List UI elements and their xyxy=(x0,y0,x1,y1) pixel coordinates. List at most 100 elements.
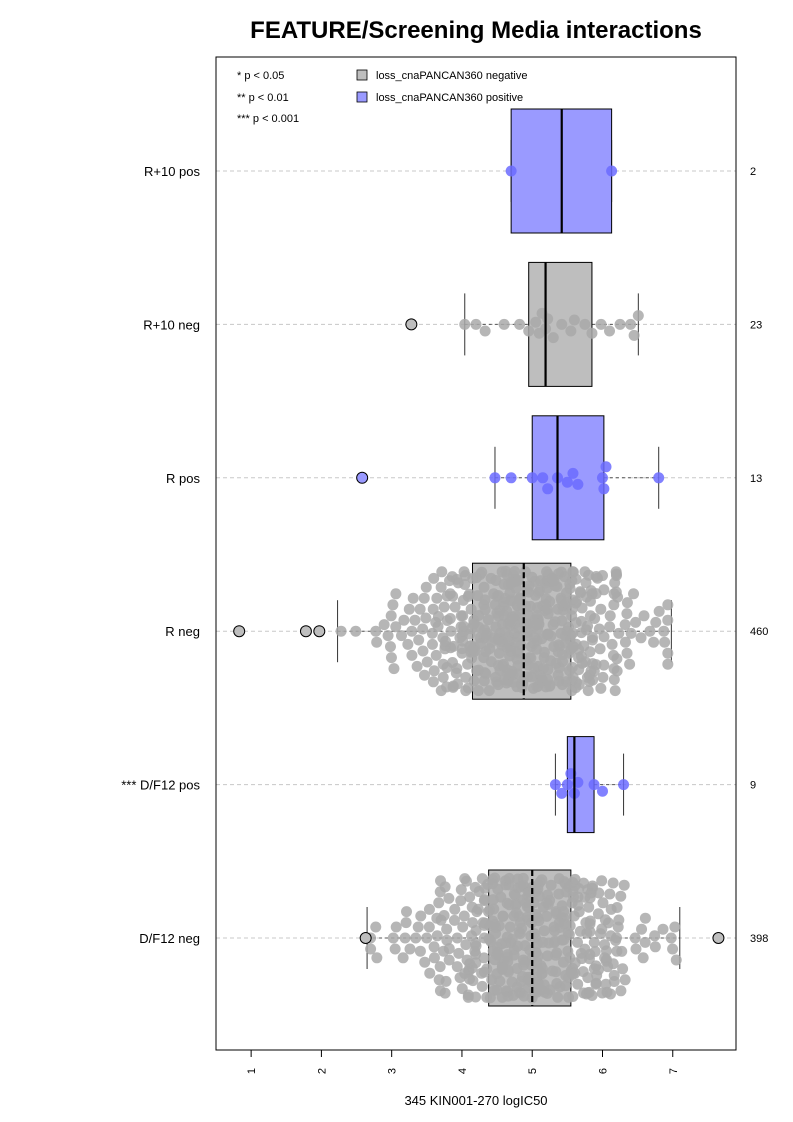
data-point-4-1 xyxy=(556,787,568,799)
data-point-5-249 xyxy=(542,950,554,962)
data-point-5-24 xyxy=(431,930,443,942)
data-point-5-361 xyxy=(600,945,612,957)
data-point-5-237 xyxy=(536,874,548,886)
data-point-5-374 xyxy=(611,932,623,944)
data-point-3-434 xyxy=(610,570,622,582)
outlier-3-0 xyxy=(233,625,246,638)
data-point-3-421 xyxy=(604,621,616,633)
data-point-5-5 xyxy=(389,943,401,955)
data-point-5-386 xyxy=(630,943,642,955)
data-point-3-58 xyxy=(444,612,456,624)
data-point-3-301 xyxy=(542,608,554,620)
data-point-5-390 xyxy=(639,912,651,924)
data-point-3-453 xyxy=(653,605,665,617)
data-point-3-361 xyxy=(567,627,579,639)
box-layer xyxy=(337,108,681,1007)
data-point-5-365 xyxy=(604,888,616,900)
data-point-5-124 xyxy=(494,975,506,987)
data-point-5-383 xyxy=(618,879,630,891)
data-point-0-0 xyxy=(505,165,517,177)
legend-label-positive: loss_cnaPANCAN360 positive xyxy=(376,92,523,104)
count-label-1: 23 xyxy=(750,319,762,331)
data-point-4-8 xyxy=(618,779,630,791)
data-point-3-447 xyxy=(630,616,642,628)
data-point-2-9 xyxy=(596,472,608,484)
data-point-3-249 xyxy=(525,652,537,664)
data-point-3-318 xyxy=(551,580,563,592)
data-point-3-80 xyxy=(457,610,469,622)
data-point-5-266 xyxy=(552,991,564,1003)
data-point-2-3 xyxy=(537,472,549,484)
data-point-2-4 xyxy=(542,483,554,495)
data-point-5-388 xyxy=(637,952,649,964)
data-point-5-393 xyxy=(657,923,669,935)
data-point-1-2 xyxy=(479,325,491,337)
data-point-1-10 xyxy=(542,313,554,325)
significance-legend: * p < 0.05 ** p < 0.01 *** p < 0.001 xyxy=(237,70,299,125)
data-point-3-391 xyxy=(582,620,594,632)
data-point-2-0 xyxy=(489,472,501,484)
data-point-3-34 xyxy=(427,676,439,688)
x-tick-label-4: 5 xyxy=(527,1068,539,1074)
data-point-5-10 xyxy=(401,906,413,918)
data-point-3-13 xyxy=(395,630,407,642)
data-point-3-219 xyxy=(512,660,524,672)
data-point-3-443 xyxy=(621,597,633,609)
data-point-3-392 xyxy=(582,685,594,697)
data-point-5-152 xyxy=(504,921,516,933)
data-point-3-24 xyxy=(417,623,429,635)
data-point-5-381 xyxy=(616,945,628,957)
data-point-3-216 xyxy=(512,630,524,642)
legend-swatch-negative xyxy=(356,69,368,81)
data-point-5-382 xyxy=(617,963,629,975)
data-point-2-8 xyxy=(572,478,584,490)
data-point-3-440 xyxy=(619,636,631,648)
data-point-5-79 xyxy=(472,903,484,915)
data-point-1-14 xyxy=(568,314,580,326)
data-point-3-275 xyxy=(533,618,545,630)
data-point-3-455 xyxy=(659,636,671,648)
data-point-3-422 xyxy=(604,610,616,622)
data-point-5-35 xyxy=(439,881,451,893)
data-point-5-1 xyxy=(365,943,377,955)
data-point-5-7 xyxy=(397,952,409,964)
group-label-3: R neg xyxy=(165,624,200,639)
data-point-2-10 xyxy=(598,483,610,495)
data-point-5-8 xyxy=(399,932,411,944)
data-point-3-27 xyxy=(418,669,430,681)
data-point-1-4 xyxy=(514,318,526,330)
data-point-3-19 xyxy=(407,592,419,604)
data-point-3-18 xyxy=(406,649,418,661)
data-point-5-123 xyxy=(493,920,505,932)
data-point-5-308 xyxy=(571,936,583,948)
grid-lines xyxy=(216,170,736,939)
group-label-2: R pos xyxy=(166,471,200,486)
data-point-5-16 xyxy=(419,956,431,968)
data-point-3-418 xyxy=(598,659,610,671)
sig-legend-1: * p < 0.05 xyxy=(237,70,284,82)
data-point-3-451 xyxy=(648,636,660,648)
data-point-5-14 xyxy=(414,945,426,957)
data-point-3-334 xyxy=(557,656,569,668)
data-point-3-41 xyxy=(432,611,444,623)
data-point-3-459 xyxy=(662,658,674,670)
x-tick-label-5: 6 xyxy=(597,1068,609,1074)
data-point-1-18 xyxy=(604,325,616,337)
data-point-3-430 xyxy=(609,685,621,697)
legend-label-negative: loss_cnaPANCAN360 negative xyxy=(376,70,527,82)
count-label-5: 398 xyxy=(750,933,768,945)
data-point-5-56 xyxy=(460,875,472,887)
data-point-3-404 xyxy=(587,674,599,686)
data-point-0-1 xyxy=(606,165,618,177)
data-point-3-5 xyxy=(382,630,394,642)
data-point-3-92 xyxy=(463,588,475,600)
data-point-5-316 xyxy=(576,953,588,965)
data-point-5-94 xyxy=(481,963,493,975)
data-point-5-232 xyxy=(533,890,545,902)
data-point-5-63 xyxy=(464,891,476,903)
data-point-5-82 xyxy=(476,980,488,992)
data-point-5-387 xyxy=(636,923,648,935)
data-point-3-6 xyxy=(384,641,396,653)
data-point-3-3 xyxy=(371,636,383,648)
